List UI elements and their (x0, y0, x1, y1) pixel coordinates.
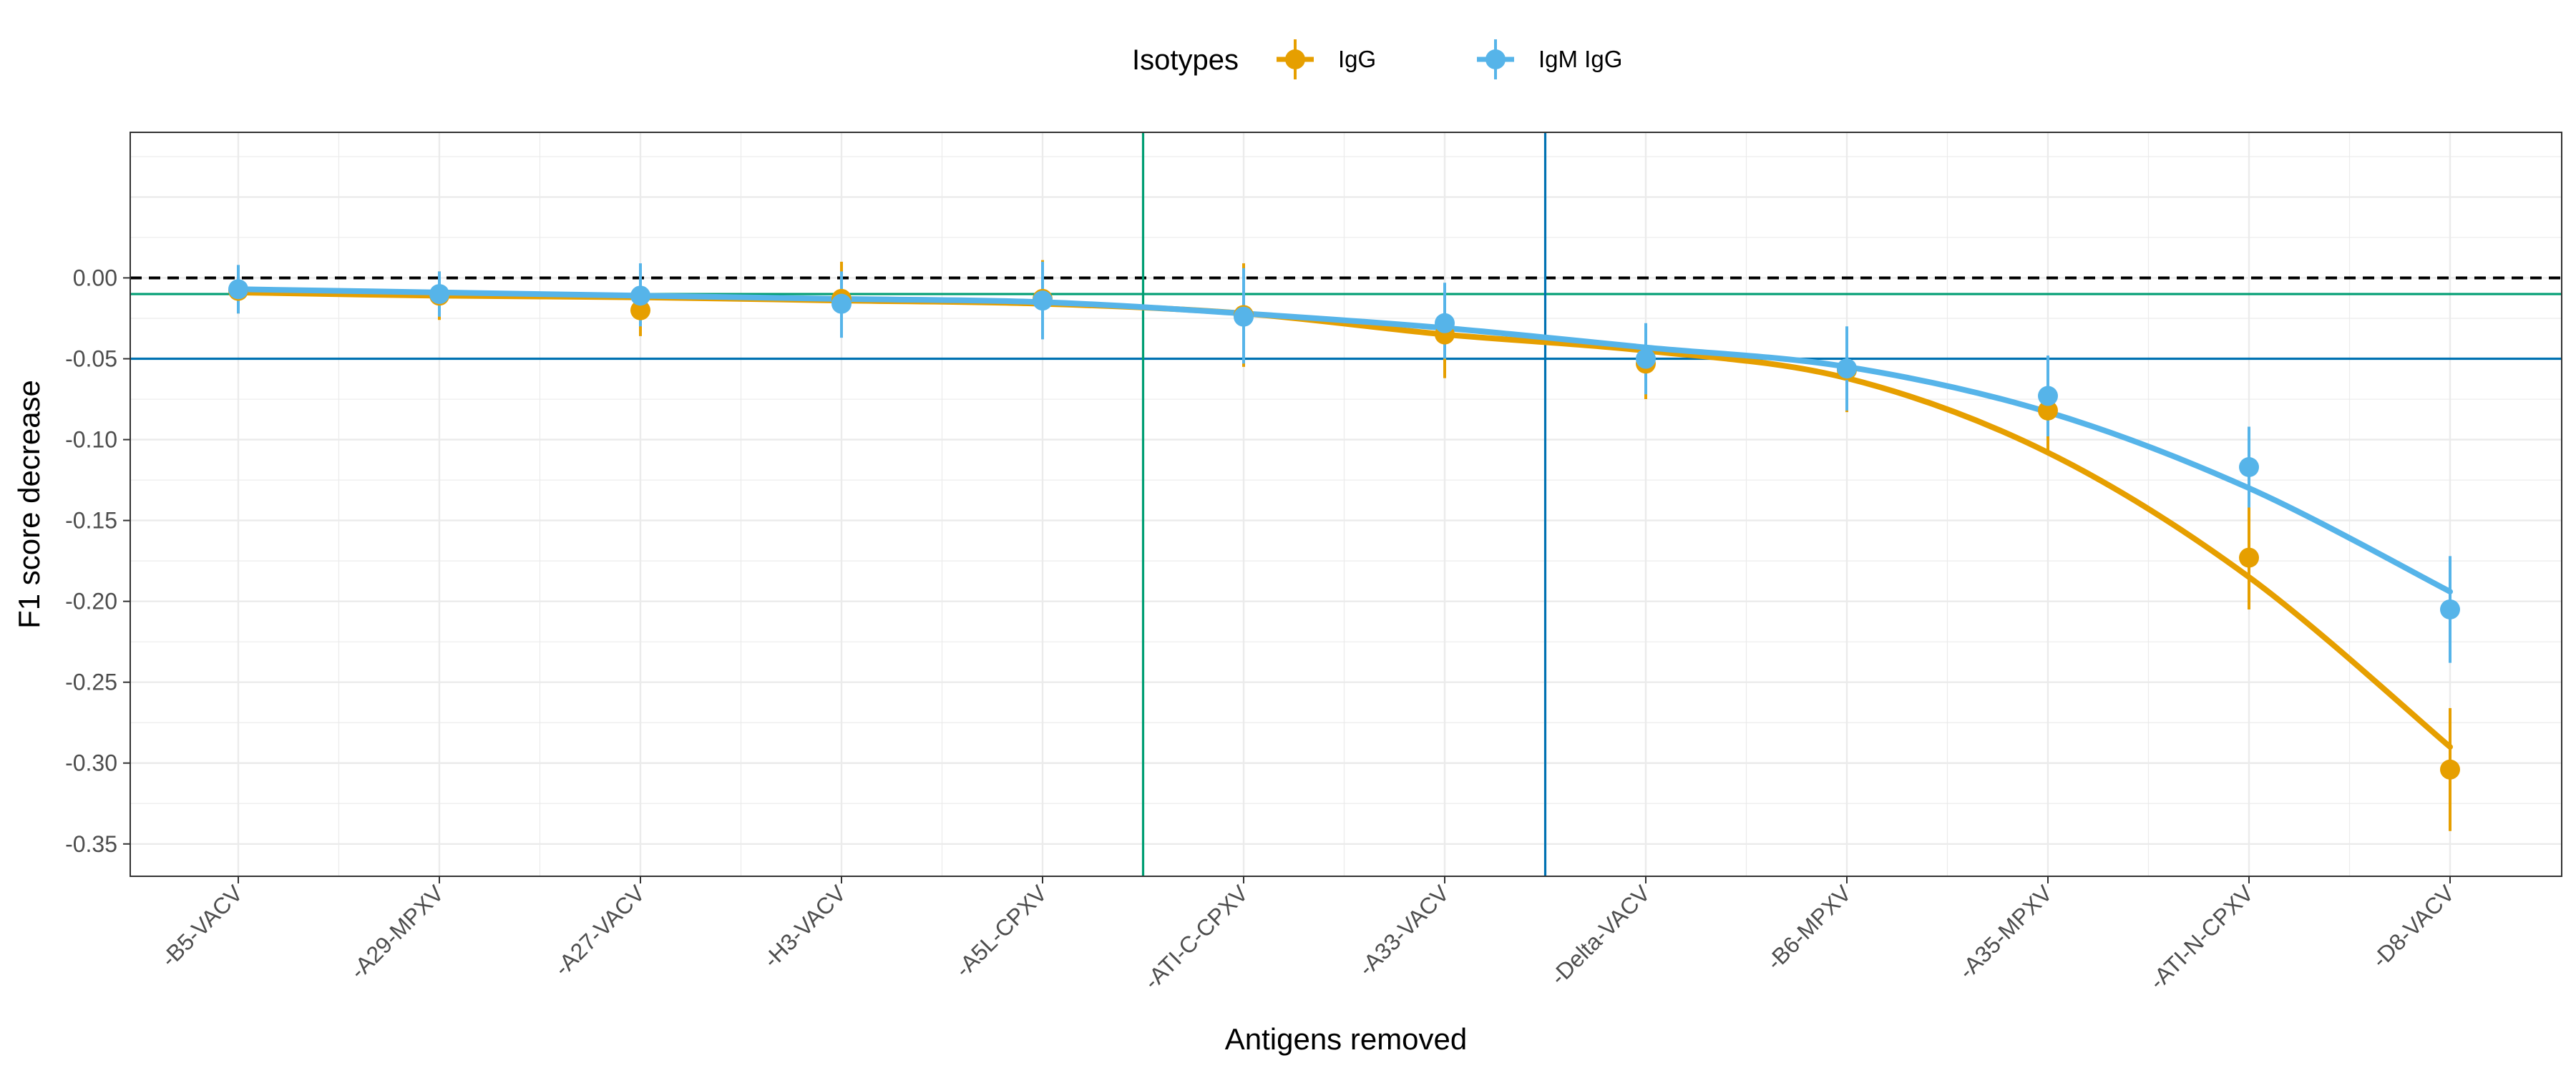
smoothed-curves (235, 286, 2453, 750)
legend-key-point (1485, 49, 1506, 69)
data-point (429, 284, 449, 305)
data-point (1033, 290, 1053, 311)
x-tick-label: -D8-VACV (2367, 880, 2460, 973)
x-tick-label: -A5L-CPXV (950, 880, 1053, 982)
y-axis: 0.00 -0.05 -0.10 -0.15 -0.20 -0.25 -0.30 -0.35 (65, 265, 130, 857)
y-tick-label: -0.20 (65, 589, 117, 614)
data-point (2038, 386, 2058, 406)
y-tick-label: 0.00 (73, 265, 117, 290)
panel-border (130, 132, 2562, 877)
data-point (2038, 400, 2058, 421)
data-point (2440, 759, 2460, 780)
x-axis-title: Antigens removed (1225, 1022, 1468, 1056)
x-axis: -B5-VACV -A29-MPXV -A27-VACV -H3-VACV -A5L-C… (156, 876, 2460, 994)
data-point (1837, 358, 1857, 379)
y-axis-title: F1 score decrease (12, 380, 46, 629)
x-tick-label: -A27-VACV (549, 880, 650, 981)
y-tick-label: -0.10 (65, 427, 117, 453)
x-tick-label: -ATI-C-CPXV (1138, 880, 1253, 994)
x-tick-label: -Delta-VACV (1546, 880, 1656, 990)
smooth-line-igm-igg (235, 286, 2453, 595)
x-tick-label: -A33-VACV (1353, 880, 1454, 981)
grid (130, 132, 2562, 876)
data-point (2440, 599, 2460, 619)
y-tick-label: -0.15 (65, 508, 117, 534)
data-point (630, 300, 650, 320)
x-tick-label: -B5-VACV (156, 880, 248, 972)
legend: Isotypes IgG IgM IgG (1132, 39, 1622, 79)
data-point (630, 285, 650, 306)
x-tick-label: -H3-VACV (758, 880, 852, 973)
x-tick-label: -A35-MPXV (1953, 880, 2057, 984)
legend-label-igg: IgG (1338, 46, 1376, 72)
x-tick-label: -B6-MPXV (1762, 880, 1857, 975)
reference-lines (130, 132, 2562, 876)
legend-label-igm-igg: IgM IgG (1538, 46, 1622, 72)
error-bars (237, 260, 2451, 831)
x-tick-label: -ATI-N-CPXV (2144, 880, 2258, 994)
data-point (228, 279, 248, 300)
y-tick-label: -0.05 (65, 346, 117, 372)
legend-key-point (1285, 49, 1305, 69)
data-point (1435, 313, 1455, 333)
data-point (2239, 457, 2259, 477)
y-tick-label: -0.30 (65, 750, 117, 776)
y-tick-label: -0.35 (65, 831, 117, 857)
data-point (831, 293, 852, 314)
legend-title: Isotypes (1132, 44, 1239, 76)
x-tick-label: -A29-MPXV (345, 880, 449, 984)
y-tick-label: -0.25 (65, 670, 117, 695)
data-point (1234, 306, 1254, 327)
data-points (228, 279, 2460, 780)
data-point (2239, 547, 2259, 568)
data-point (1636, 348, 1656, 369)
